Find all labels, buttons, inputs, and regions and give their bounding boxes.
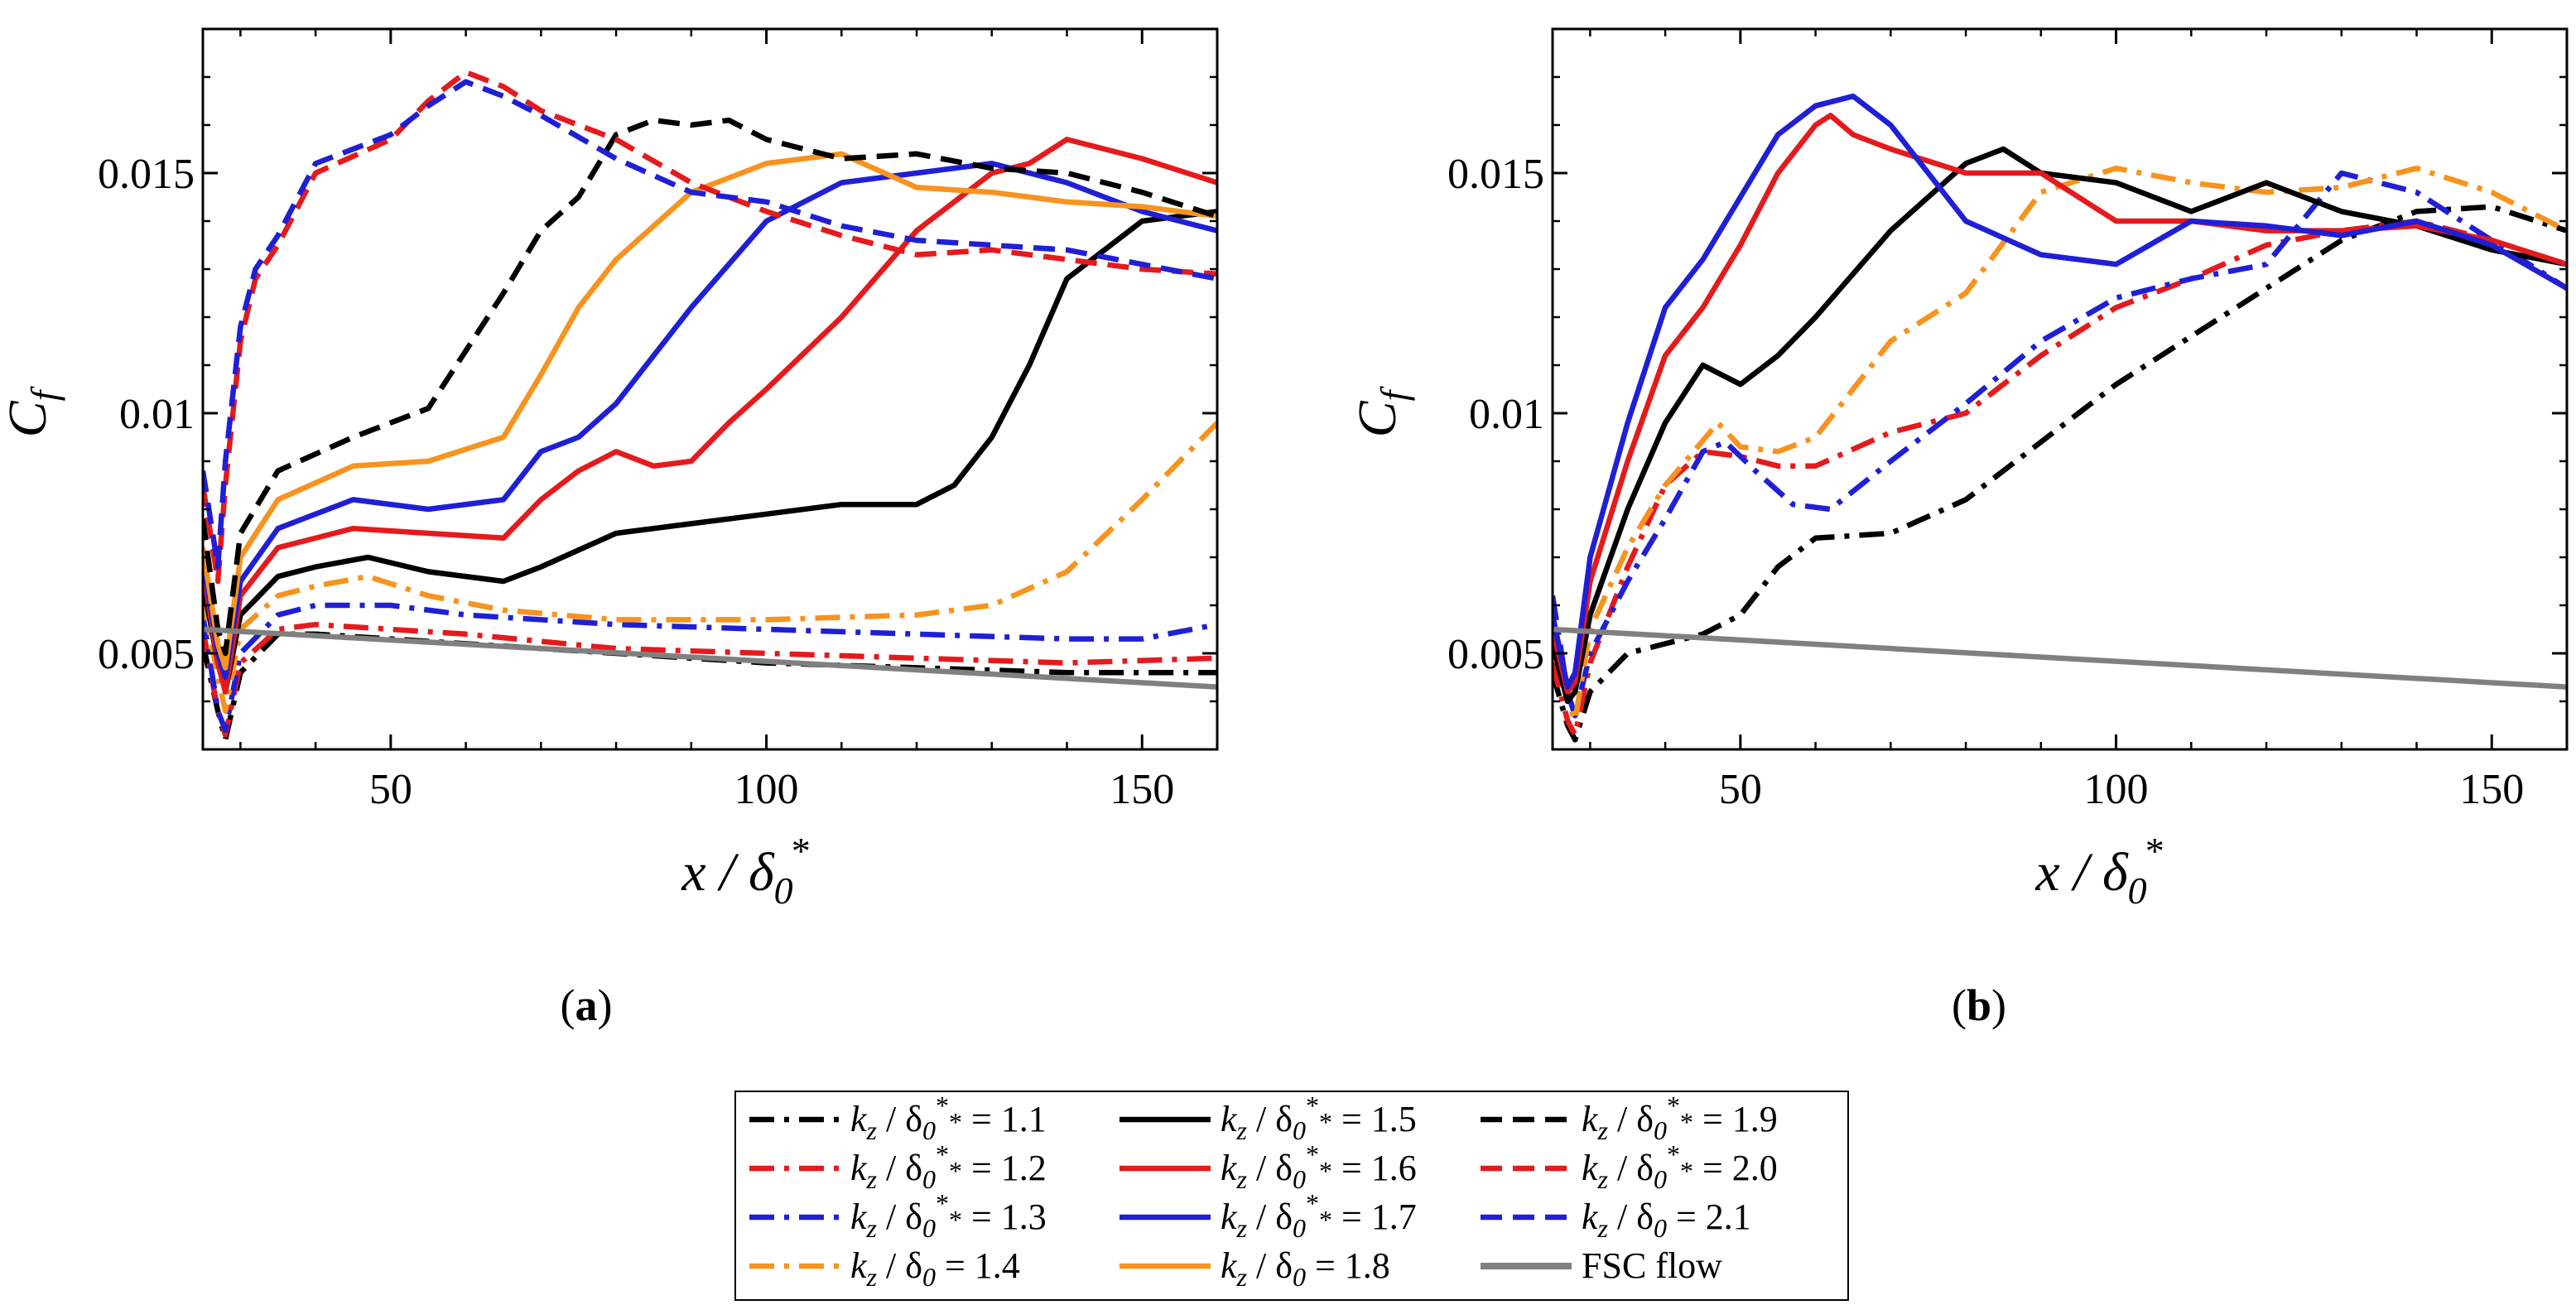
- series-line-a-4: [203, 209, 1217, 695]
- series-line-a-11: [203, 626, 1217, 690]
- series-line-a-1: [203, 621, 1217, 738]
- series-line-a-6: [203, 161, 1217, 681]
- y-axis-title-b: Cf: [1347, 385, 1415, 437]
- y-tick-label-a: 0.01: [119, 391, 195, 438]
- legend-label-6: kz / δ0** = 1.3: [850, 1188, 1047, 1243]
- y-tick-label-a: 0.015: [98, 151, 195, 198]
- series-line-b-7: [1553, 626, 2567, 690]
- series-line-a-5: [203, 137, 1217, 695]
- series-line-a-9: [203, 69, 1217, 585]
- series-line-a-7: [203, 151, 1217, 671]
- legend-label-1: kz / δ0** = 1.5: [1221, 1091, 1417, 1145]
- series-line-a-3: [203, 421, 1217, 714]
- y-tick-label-a: 0.005: [98, 631, 195, 678]
- x-tick-label-a: 150: [1110, 766, 1174, 813]
- legend-label-0: kz / δ0** = 1.1: [850, 1091, 1047, 1145]
- legend-label-7: kz / δ0** = 1.7: [1221, 1188, 1417, 1243]
- legend-label-10: kz / δ0 = 1.8: [1221, 1245, 1390, 1292]
- legend-label-2: kz / δ0** = 1.9: [1582, 1091, 1778, 1145]
- legend-box: [734, 1091, 1849, 1301]
- x-tick-label-b: 150: [2459, 766, 2524, 813]
- panel-b: 50 100 150 0.005 0.01 0.015 Cf x / δ0*: [1347, 27, 2569, 912]
- series-line-b-6: [1553, 93, 2567, 690]
- legend-label-8: kz / δ0 = 2.1: [1582, 1197, 1751, 1243]
- panel-a-label: (a): [561, 980, 613, 1030]
- series-line-a-8: [203, 117, 1217, 657]
- panel-a: 50 100 150 0.005 0.01 0.015 Cf x / δ0*: [0, 27, 1219, 912]
- y-tick-label-b: 0.015: [1447, 151, 1544, 198]
- legend-label-5: kz / δ0** = 2.0: [1582, 1139, 1778, 1194]
- series-line-b-4: [1553, 146, 2567, 705]
- legend-label-3: kz / δ0** = 1.2: [850, 1139, 1047, 1194]
- x-tick-label-b: 50: [1719, 766, 1762, 813]
- series-group-a: [203, 69, 1217, 743]
- y-tick-label-b: 0.01: [1469, 391, 1544, 438]
- series-line-b-5: [1553, 113, 2567, 695]
- x-tick-label-a: 100: [734, 766, 799, 813]
- legend-label-4: kz / δ0** = 1.6: [1221, 1139, 1417, 1194]
- legend-label-11: FSC flow: [1582, 1245, 1722, 1286]
- y-tick-label-b: 0.005: [1447, 631, 1544, 678]
- series-group-b: [1553, 93, 2567, 743]
- series-line-b-3: [1553, 165, 2567, 724]
- legend-label-9: kz / δ0 = 1.4: [850, 1245, 1020, 1292]
- plot-frame-a: [201, 27, 1219, 751]
- x-axis-title-b: x / δ0*: [2034, 830, 2162, 912]
- y-axis-title-a: Cf: [0, 385, 65, 437]
- legend: kz / δ0** = 1.1 kz / δ0** = 1.5 kz / δ0** …: [734, 1091, 1849, 1301]
- series-line-b-0: [1553, 204, 2567, 743]
- x-tick-label-a: 50: [369, 766, 412, 813]
- x-axis-title-a: x / δ0*: [681, 830, 808, 912]
- series-line-a-2: [203, 602, 1217, 734]
- x-tick-label-b: 100: [2084, 766, 2149, 813]
- plot-frame-b: [1551, 27, 2569, 751]
- series-line-b-1: [1553, 218, 2567, 738]
- series-line-a-10: [203, 79, 1217, 570]
- panel-b-label: (b): [1952, 980, 2006, 1030]
